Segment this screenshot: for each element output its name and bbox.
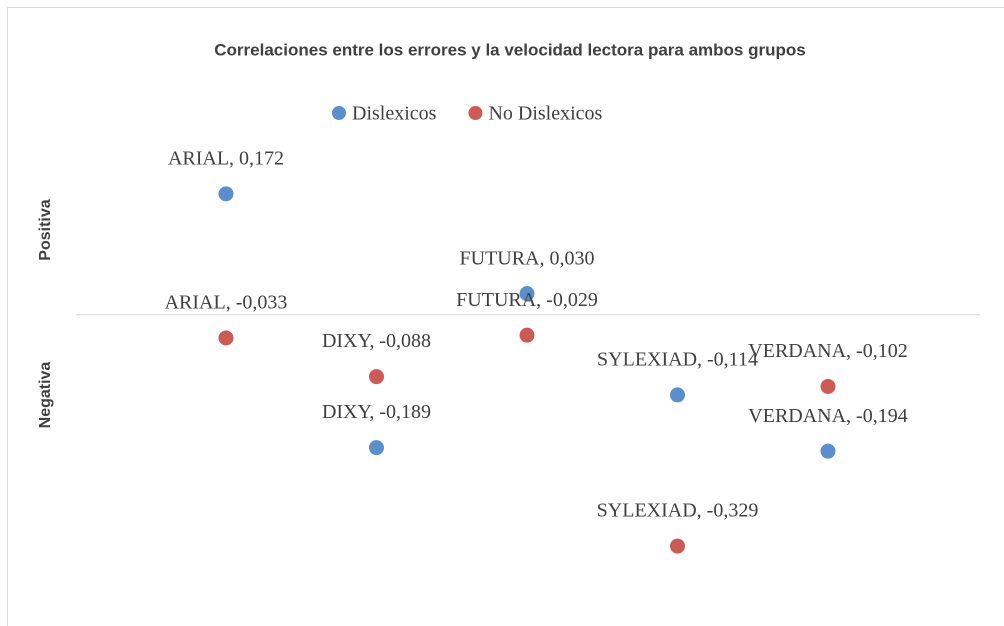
legend-label: Dislexicos — [352, 103, 437, 125]
legend-marker — [468, 106, 483, 120]
axis-annotation: Positiva — [37, 199, 54, 260]
chart-title: Correlaciones entre los errores y la vel… — [214, 40, 805, 59]
point — [369, 369, 384, 385]
data-label: ARIAL, -0,033 — [165, 292, 288, 314]
point — [369, 440, 384, 456]
chart-border — [7, 7, 1004, 626]
axis-annotation: Negativa — [37, 362, 54, 429]
data-label: SYLEXIAD, -0,329 — [597, 500, 759, 522]
point — [670, 387, 685, 403]
data-label: DIXY, -0,088 — [322, 330, 431, 352]
legend: Dislexicos No Dislexicos — [332, 103, 603, 125]
legend-label: No Dislexicos — [488, 103, 602, 125]
data-label: VERDANA, -0,194 — [748, 405, 907, 427]
data-label: FUTURA, -0,029 — [456, 289, 598, 311]
point — [670, 538, 685, 554]
point — [218, 186, 234, 202]
data-label: VERDANA, -0,102 — [748, 340, 907, 362]
data-label: SYLEXIAD, -0,114 — [597, 349, 758, 371]
data-label: ARIAL, 0,172 — [168, 147, 284, 169]
point — [820, 443, 836, 459]
point — [519, 327, 535, 343]
point — [820, 378, 836, 394]
legend-marker — [332, 106, 346, 120]
point — [519, 286, 535, 302]
point — [218, 330, 234, 346]
data-label: DIXY, -0,189 — [322, 401, 431, 423]
data-label: FUTURA, 0,030 — [459, 247, 594, 269]
